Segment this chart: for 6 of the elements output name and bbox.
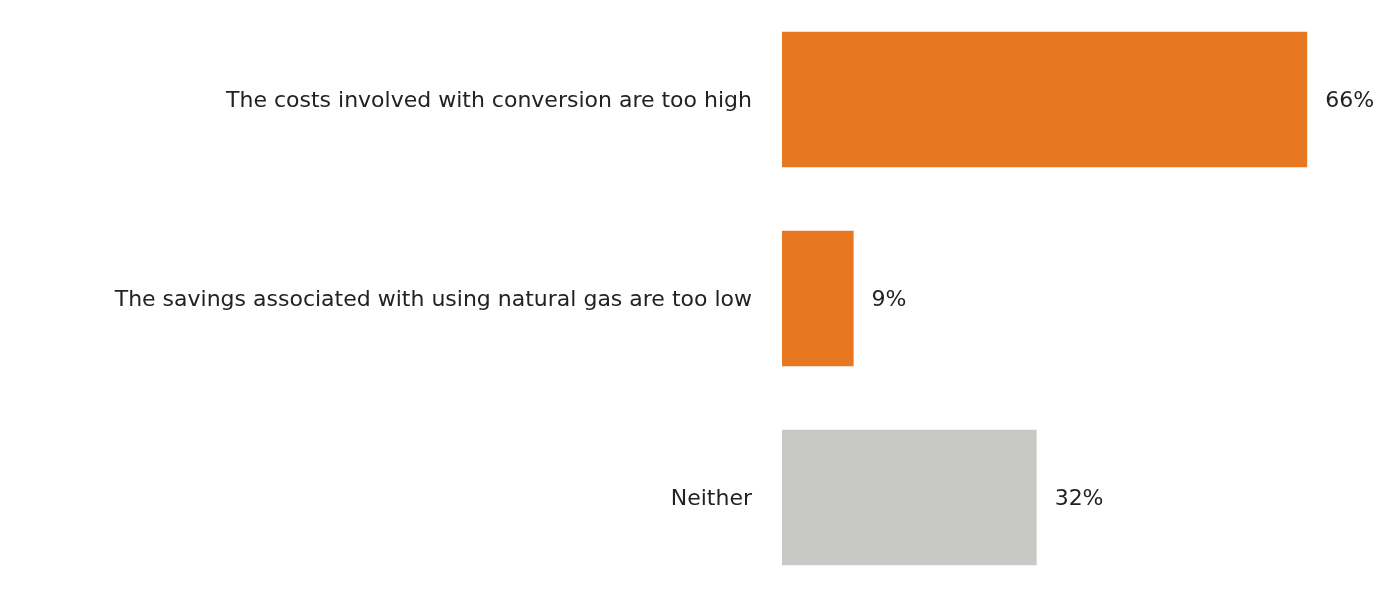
- y-tick-label: The savings associated with using natural gas are too low: [113, 286, 753, 311]
- data-label: 66%: [1325, 87, 1375, 112]
- data-label: 9%: [871, 286, 907, 311]
- y-tick-label: Neither: [670, 485, 753, 510]
- data-label: 32%: [1054, 485, 1104, 510]
- y-tick-label: The costs involved with conversion are too high: [225, 87, 752, 112]
